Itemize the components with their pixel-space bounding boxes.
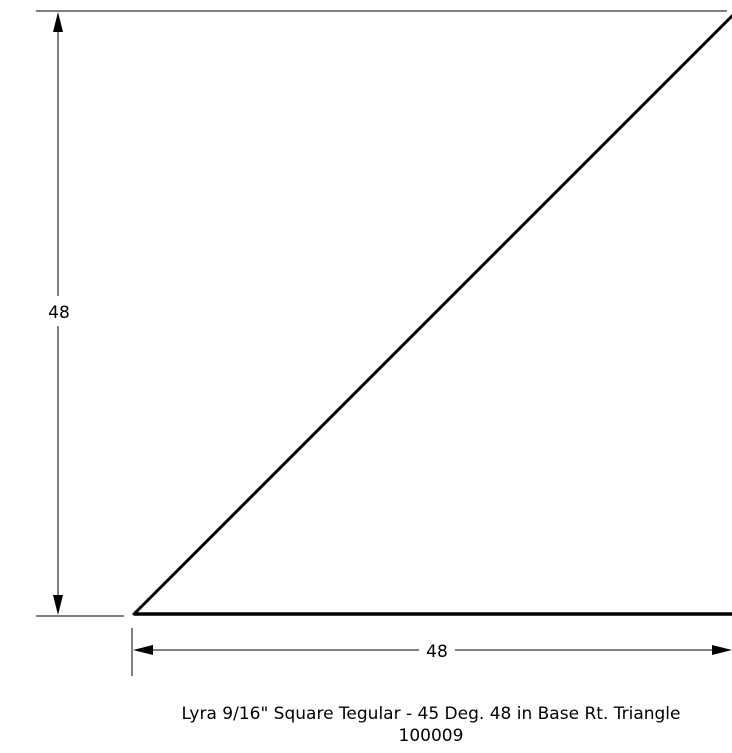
drawing-caption: Lyra 9/16" Square Tegular - 45 Deg. 48 i… <box>130 703 732 747</box>
height-arrow-bottom <box>53 595 63 615</box>
base-arrow-right <box>712 645 732 655</box>
triangle-hypotenuse <box>132 14 732 616</box>
height-dimension-label: 48 <box>48 303 70 323</box>
base-dimension-label: 48 <box>426 642 448 662</box>
height-dimension: 48 <box>36 10 727 617</box>
base-arrow-left <box>133 645 153 655</box>
triangle-shape <box>132 14 732 616</box>
caption-code: 100009 <box>398 726 464 746</box>
height-arrow-top <box>53 12 63 32</box>
base-dimension: 48 <box>131 628 732 676</box>
caption-title: Lyra 9/16" Square Tegular - 45 Deg. 48 i… <box>181 704 681 724</box>
